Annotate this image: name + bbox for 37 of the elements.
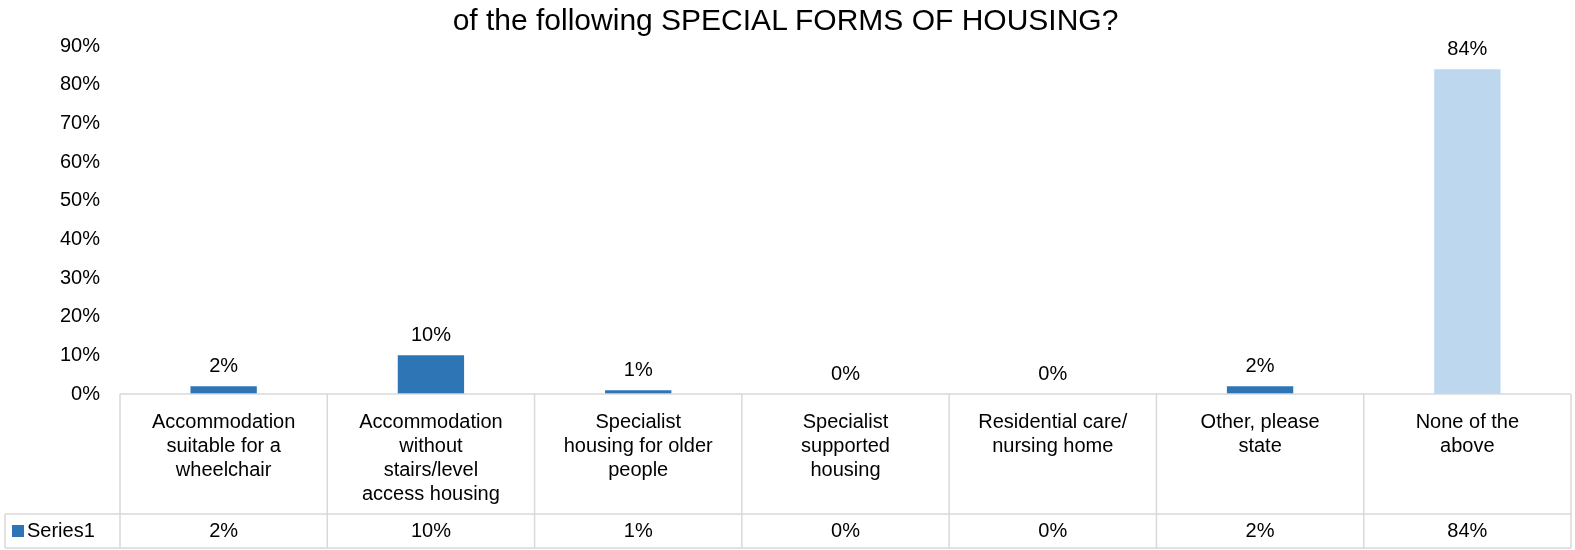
- legend-label: Series1: [27, 518, 95, 541]
- x-tick-label: Other, please state: [1200, 409, 1320, 456]
- x-tick-label: Accommodation suitable for a wheelchair: [151, 409, 296, 480]
- x-tick-label: Residential care/ nursing home: [978, 409, 1128, 456]
- text: 0%: [1038, 518, 1068, 541]
- x-tick-label: Specialist housing for older people: [563, 409, 714, 480]
- text: 0%: [831, 518, 860, 541]
- text: 0%: [831, 361, 860, 384]
- text: 2%: [209, 353, 239, 376]
- x-tick-label: Specialist supported housing: [801, 409, 890, 480]
- text: 2%: [209, 518, 239, 541]
- y-tick-label: 70%: [59, 110, 101, 133]
- text: 84%: [1447, 36, 1488, 59]
- y-tick-label: 80%: [59, 72, 101, 95]
- text: 1%: [623, 357, 653, 380]
- bar: [1434, 69, 1501, 394]
- y-tick-label: 30%: [59, 265, 101, 288]
- y-tick-label: 20%: [59, 304, 101, 327]
- chart-title: of the following SPECIAL FORMS OF HOUSING?: [452, 3, 1119, 37]
- text: 2%: [1245, 353, 1275, 376]
- bar: [1226, 386, 1294, 394]
- y-tick-label: 10%: [59, 342, 101, 365]
- x-tick-label: Accommodation without stairs/level access housing: [359, 409, 503, 504]
- text: 10%: [410, 518, 451, 541]
- y-tick-label: 50%: [59, 188, 101, 211]
- text: 84%: [1447, 518, 1488, 541]
- y-tick-label: 40%: [59, 226, 101, 249]
- x-tick-label: None of the above: [1415, 409, 1520, 456]
- text: 2%: [1245, 518, 1275, 541]
- text: 1%: [623, 518, 653, 541]
- text: 0%: [1038, 361, 1068, 384]
- bar: [397, 355, 465, 394]
- text: 10%: [410, 322, 451, 345]
- bar: [190, 386, 257, 394]
- y-tick-label: 90%: [59, 33, 101, 56]
- y-tick-label: 60%: [59, 149, 101, 172]
- y-tick-label: 0%: [71, 381, 101, 404]
